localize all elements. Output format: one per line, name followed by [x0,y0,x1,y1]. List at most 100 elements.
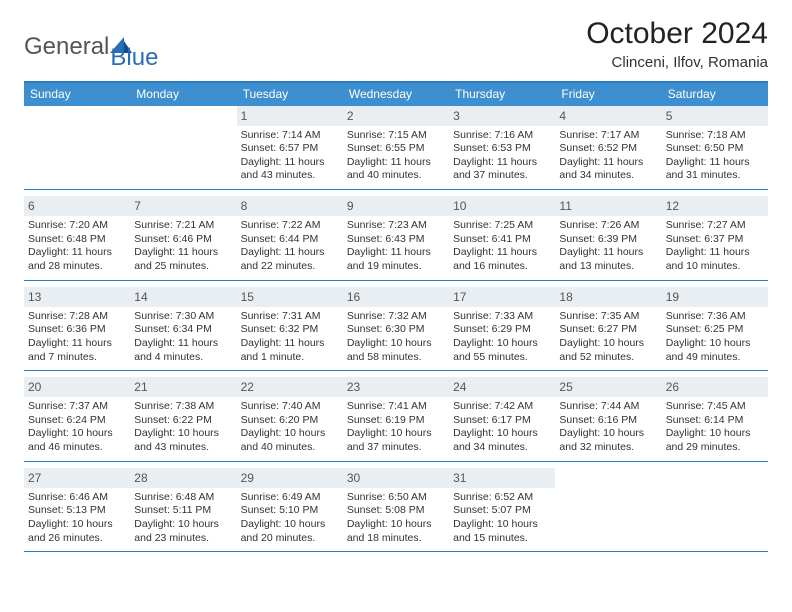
daylight-line: Daylight: 10 hours and 49 minutes. [666,337,764,364]
dow-saturday: Saturday [662,83,768,106]
sunrise-line: Sunrise: 7:32 AM [347,310,445,324]
sunset-line: Sunset: 6:32 PM [241,323,339,337]
title-block: October 2024 Clinceni, Ilfov, Romania [586,18,768,71]
dow-wednesday: Wednesday [343,83,449,106]
daylight-line: Daylight: 11 hours and 10 minutes. [666,246,764,273]
day-cell: 14Sunrise: 7:30 AMSunset: 6:34 PMDayligh… [130,287,236,371]
daylight-line: Daylight: 11 hours and 13 minutes. [559,246,657,273]
sunset-line: Sunset: 5:10 PM [241,504,339,518]
daylight-line: Daylight: 10 hours and 15 minutes. [453,518,551,545]
day-number: 29 [237,468,343,488]
day-number: 14 [130,287,236,307]
sunset-line: Sunset: 6:30 PM [347,323,445,337]
day-cell: 13Sunrise: 7:28 AMSunset: 6:36 PMDayligh… [24,287,130,371]
daylight-line: Daylight: 10 hours and 29 minutes. [666,427,764,454]
day-cell: 30Sunrise: 6:50 AMSunset: 5:08 PMDayligh… [343,468,449,552]
day-number: 4 [555,106,661,126]
location-text: Clinceni, Ilfov, Romania [586,54,768,71]
day-number: 15 [237,287,343,307]
daylight-line: Daylight: 11 hours and 40 minutes. [347,156,445,183]
daylight-line: Daylight: 10 hours and 32 minutes. [559,427,657,454]
day-number: 26 [662,377,768,397]
daylight-line: Daylight: 10 hours and 43 minutes. [134,427,232,454]
day-cell [662,468,768,552]
brand-logo: General Blue [24,24,158,70]
sunrise-line: Sunrise: 7:40 AM [241,400,339,414]
sunset-line: Sunset: 6:53 PM [453,142,551,156]
day-number: 20 [24,377,130,397]
daylight-line: Daylight: 11 hours and 4 minutes. [134,337,232,364]
day-cell: 15Sunrise: 7:31 AMSunset: 6:32 PMDayligh… [237,287,343,371]
daylight-line: Daylight: 11 hours and 37 minutes. [453,156,551,183]
sunset-line: Sunset: 6:36 PM [28,323,126,337]
day-cell: 16Sunrise: 7:32 AMSunset: 6:30 PMDayligh… [343,287,449,371]
sunrise-line: Sunrise: 7:15 AM [347,129,445,143]
day-cell: 27Sunrise: 6:46 AMSunset: 5:13 PMDayligh… [24,468,130,552]
daylight-line: Daylight: 11 hours and 28 minutes. [28,246,126,273]
daylight-line: Daylight: 11 hours and 19 minutes. [347,246,445,273]
sunset-line: Sunset: 6:24 PM [28,414,126,428]
sunrise-line: Sunrise: 7:38 AM [134,400,232,414]
day-number: 2 [343,106,449,126]
week-row: 6Sunrise: 7:20 AMSunset: 6:48 PMDaylight… [24,196,768,281]
daylight-line: Daylight: 11 hours and 7 minutes. [28,337,126,364]
day-number: 6 [24,196,130,216]
sunrise-line: Sunrise: 7:26 AM [559,219,657,233]
day-cell: 28Sunrise: 6:48 AMSunset: 5:11 PMDayligh… [130,468,236,552]
sunset-line: Sunset: 6:22 PM [134,414,232,428]
sunset-line: Sunset: 5:08 PM [347,504,445,518]
day-number: 24 [449,377,555,397]
day-number: 19 [662,287,768,307]
dow-monday: Monday [130,83,236,106]
day-cell: 18Sunrise: 7:35 AMSunset: 6:27 PMDayligh… [555,287,661,371]
sunset-line: Sunset: 6:39 PM [559,233,657,247]
sunset-line: Sunset: 5:07 PM [453,504,551,518]
sunrise-line: Sunrise: 7:37 AM [28,400,126,414]
sunset-line: Sunset: 6:17 PM [453,414,551,428]
day-cell: 9Sunrise: 7:23 AMSunset: 6:43 PMDaylight… [343,196,449,280]
sunrise-line: Sunrise: 6:49 AM [241,491,339,505]
day-number: 23 [343,377,449,397]
daylight-line: Daylight: 11 hours and 16 minutes. [453,246,551,273]
day-cell: 29Sunrise: 6:49 AMSunset: 5:10 PMDayligh… [237,468,343,552]
sunset-line: Sunset: 6:44 PM [241,233,339,247]
sunrise-line: Sunrise: 7:36 AM [666,310,764,324]
sunrise-line: Sunrise: 7:27 AM [666,219,764,233]
day-cell: 23Sunrise: 7:41 AMSunset: 6:19 PMDayligh… [343,377,449,461]
sunset-line: Sunset: 6:27 PM [559,323,657,337]
sunset-line: Sunset: 6:37 PM [666,233,764,247]
day-cell: 3Sunrise: 7:16 AMSunset: 6:53 PMDaylight… [449,106,555,190]
daylight-line: Daylight: 11 hours and 43 minutes. [241,156,339,183]
week-row: 20Sunrise: 7:37 AMSunset: 6:24 PMDayligh… [24,377,768,462]
sunrise-line: Sunrise: 7:17 AM [559,129,657,143]
daylight-line: Daylight: 10 hours and 34 minutes. [453,427,551,454]
day-number: 21 [130,377,236,397]
day-number: 12 [662,196,768,216]
dow-tuesday: Tuesday [237,83,343,106]
daylight-line: Daylight: 10 hours and 37 minutes. [347,427,445,454]
day-cell: 8Sunrise: 7:22 AMSunset: 6:44 PMDaylight… [237,196,343,280]
month-title: October 2024 [586,18,768,50]
sunrise-line: Sunrise: 7:23 AM [347,219,445,233]
day-number: 31 [449,468,555,488]
sunset-line: Sunset: 6:57 PM [241,142,339,156]
sunrise-line: Sunrise: 7:35 AM [559,310,657,324]
day-cell: 17Sunrise: 7:33 AMSunset: 6:29 PMDayligh… [449,287,555,371]
week-row: 27Sunrise: 6:46 AMSunset: 5:13 PMDayligh… [24,468,768,553]
day-cell: 4Sunrise: 7:17 AMSunset: 6:52 PMDaylight… [555,106,661,190]
sunrise-line: Sunrise: 7:41 AM [347,400,445,414]
day-cell: 7Sunrise: 7:21 AMSunset: 6:46 PMDaylight… [130,196,236,280]
day-number: 9 [343,196,449,216]
week-row: 1Sunrise: 7:14 AMSunset: 6:57 PMDaylight… [24,106,768,191]
day-cell: 21 Sunrise: 7:38 AMSunset: 6:22 PMDayligh… [130,377,236,461]
sunrise-line: Sunrise: 6:52 AM [453,491,551,505]
day-cell: 31 Sunrise: 6:52 AMSunset: 5:07 PMDayligh… [449,468,555,552]
daylight-line: Daylight: 11 hours and 1 minute. [241,337,339,364]
sunset-line: Sunset: 6:41 PM [453,233,551,247]
daylight-line: Daylight: 10 hours and 46 minutes. [28,427,126,454]
day-number: 16 [343,287,449,307]
daylight-line: Daylight: 10 hours and 26 minutes. [28,518,126,545]
day-cell: 2Sunrise: 7:15 AMSunset: 6:55 PMDaylight… [343,106,449,190]
day-number: 10 [449,196,555,216]
daylight-line: Daylight: 10 hours and 23 minutes. [134,518,232,545]
